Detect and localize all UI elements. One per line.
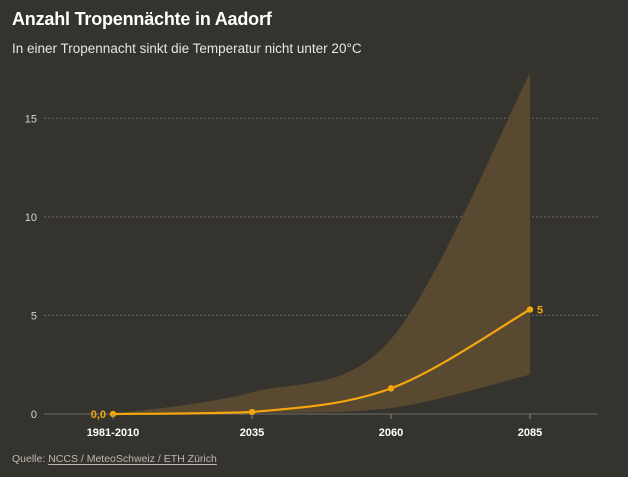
y-tick-label: 5 xyxy=(31,310,37,322)
series-line xyxy=(111,308,532,416)
x-tick-label: 2035 xyxy=(240,427,264,439)
y-tick-label: 0 xyxy=(31,409,37,421)
source-label: Quelle: xyxy=(12,453,46,465)
data-label: 5 xyxy=(537,305,543,317)
source-link[interactable]: NCCS / MeteoSchweiz / ETH Zürich xyxy=(48,453,217,465)
x-tick-label: 2085 xyxy=(518,427,542,439)
x-axis-ticks: 1981-2010 2035 2060 2085 xyxy=(87,414,542,439)
uncertainty-band xyxy=(113,72,530,414)
chart-title: Anzahl Tropennächte in Aadorf xyxy=(12,9,272,29)
y-axis-ticks: 0 5 10 15 xyxy=(25,113,37,421)
data-labels: 0,05 xyxy=(91,305,543,421)
y-tick-label: 15 xyxy=(25,113,37,125)
series-line-layer xyxy=(111,308,532,416)
x-tick-label: 1981-2010 xyxy=(87,427,140,439)
source-note: Quelle: NCCS / MeteoSchweiz / ETH Zürich xyxy=(12,453,217,465)
x-tick-label: 2060 xyxy=(379,427,403,439)
uncertainty-band-layer xyxy=(113,72,530,414)
chart-subtitle: In einer Tropennacht sinkt die Temperatu… xyxy=(12,41,362,56)
data-point xyxy=(248,408,256,416)
data-point xyxy=(526,306,534,313)
data-points xyxy=(109,306,534,418)
y-tick-label: 10 xyxy=(25,212,37,224)
data-label: 0,0 xyxy=(91,409,106,421)
data-point xyxy=(387,385,395,392)
